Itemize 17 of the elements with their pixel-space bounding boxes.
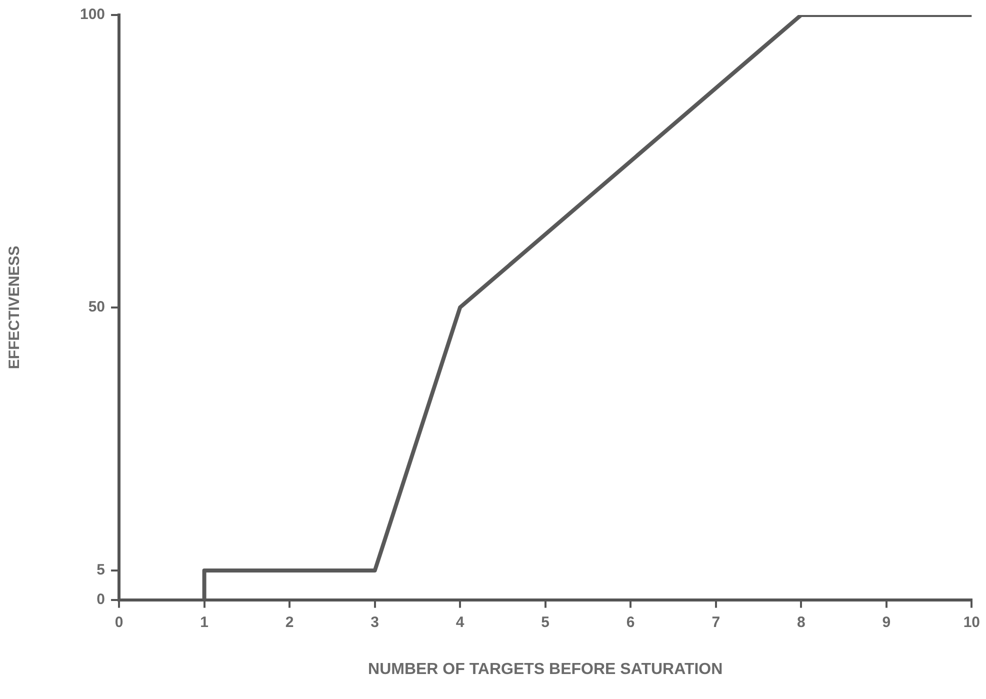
x-tick-label: 5	[541, 614, 550, 631]
x-tick-label: 7	[712, 614, 720, 631]
x-tick-label: 10	[963, 614, 980, 631]
y-tick-label: 5	[96, 562, 106, 579]
y-tick-label: 50	[88, 298, 106, 316]
x-tick-label: 8	[796, 614, 806, 631]
x-axis-title: NUMBER OF TARGETS BEFORE SATURATION	[368, 660, 723, 678]
x-tick-label: 3	[370, 614, 379, 631]
y-tick-label: 0	[96, 590, 106, 608]
x-tick-label: 9	[882, 614, 891, 631]
x-tick-label: 2	[285, 614, 294, 631]
x-tick-label: 4	[456, 614, 465, 631]
x-tick-label: 6	[626, 614, 635, 631]
y-axis-title: EFFECTIVENESS	[6, 246, 24, 370]
x-tick-label: 1	[200, 614, 208, 631]
y-tick-label: 100	[80, 6, 106, 24]
x-tick-label: 0	[114, 614, 124, 631]
